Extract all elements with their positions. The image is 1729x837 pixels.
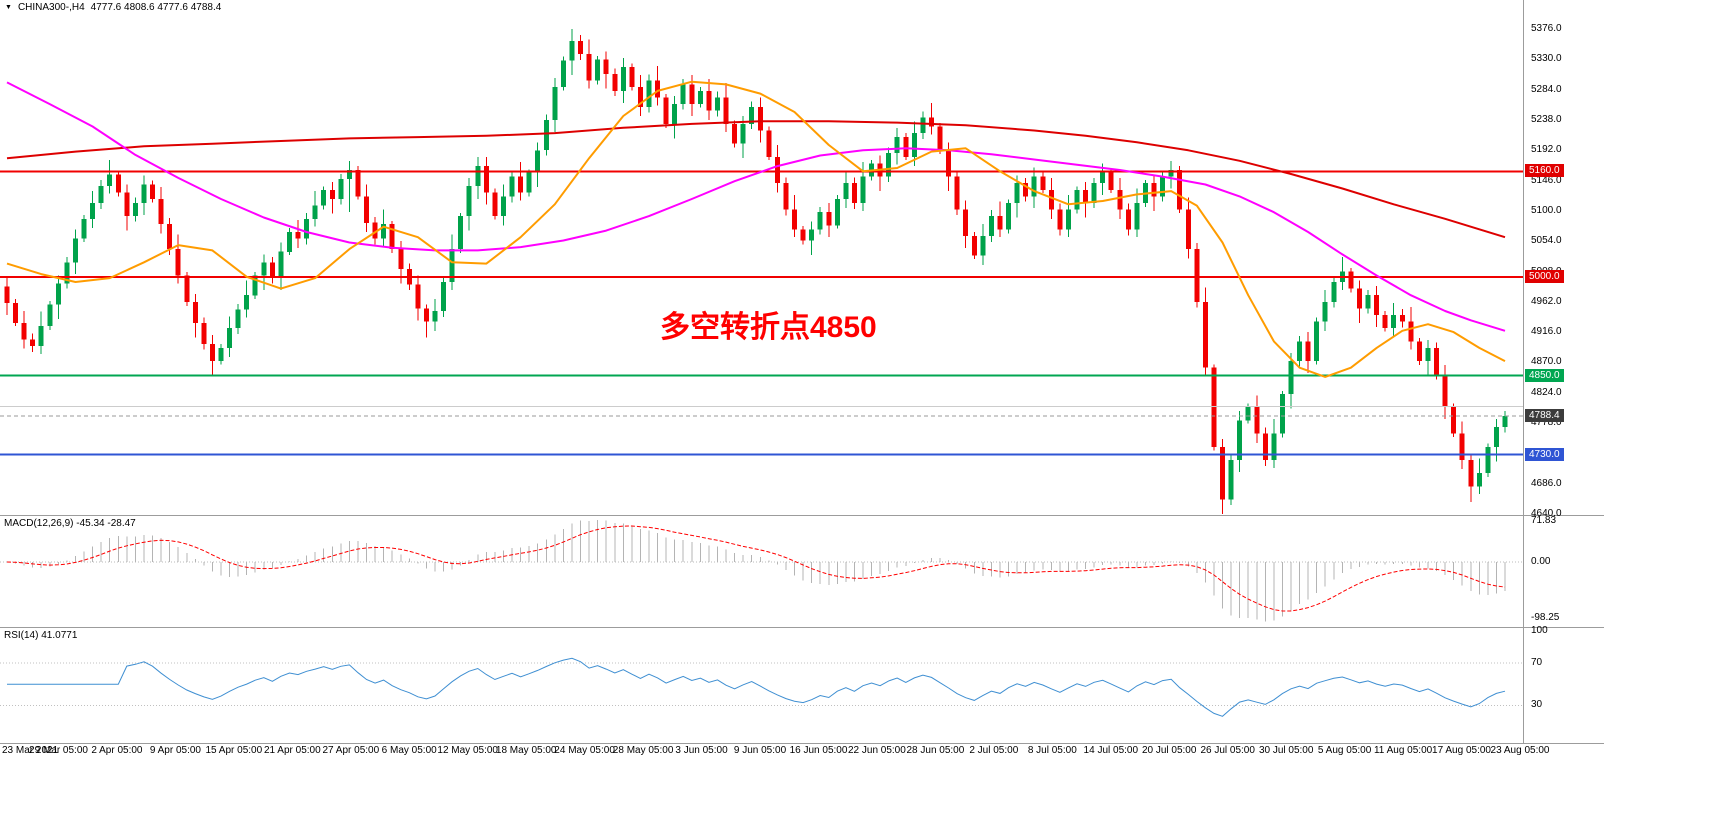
time-axis-label: 18 May 05:00 (495, 745, 557, 756)
time-axis-label: 17 Aug 05:00 (1432, 745, 1491, 756)
time-axis-label: 29 Mar 05:00 (29, 745, 88, 756)
time-axis-label: 28 May 05:00 (612, 745, 674, 756)
time-axis-label: 24 May 05:00 (554, 745, 615, 756)
ohlc-values: 4777.6 4808.6 4777.6 4788.4 (90, 2, 222, 13)
time-axis-label: 30 Jul 05:00 (1258, 745, 1314, 756)
price-axis-label: 4916.0 (1531, 326, 1562, 337)
time-axis-label: 14 Jul 05:00 (1083, 745, 1139, 756)
rsi-indicator-label: RSI(14) 41.0771 (4, 630, 78, 641)
macd-pane[interactable] (0, 516, 1523, 627)
level-price-tag-5160.0: 5160.0 (1525, 164, 1564, 177)
price-axis-label: 5146.0 (1531, 175, 1562, 186)
macd-histogram (15, 519, 1506, 622)
time-axis-label: 15 Apr 05:00 (205, 745, 263, 756)
macd-indicator-label: MACD(12,26,9) -45.34 -28.47 (4, 518, 136, 529)
chart-annotation: 多空转折点4850 (660, 311, 877, 344)
time-axis-label: 9 Apr 05:00 (149, 745, 201, 756)
price-axis-label: 4778.0 (1531, 417, 1562, 428)
macd-signal-line (6, 525, 1506, 612)
price-axis-label: 5284.0 (1531, 84, 1562, 95)
time-axis-label: 28 Jun 05:00 (906, 745, 965, 756)
symbol-timeframe: CHINA300-,H4 (17, 2, 85, 13)
rsi-pane[interactable] (0, 628, 1523, 743)
level-price-tag-5000.0: 5000.0 (1525, 270, 1564, 283)
price-scale[interactable]: 5376.0 5330.0 5284.0 5238.0 5192.0 5146.0 5100… (1524, 0, 1604, 762)
time-axis-label: 8 Jul 05:00 (1027, 745, 1077, 756)
rsi-axis-label: 70 (1531, 657, 1543, 668)
time-axis-label: 3 Jun 05:00 (675, 745, 728, 756)
price-axis-label: 5192.0 (1531, 144, 1562, 155)
time-axis-label: 9 Jun 05:00 (733, 745, 787, 756)
level-price-tag-4850.0: 4850.0 (1525, 369, 1564, 382)
main-chart[interactable] (0, 0, 1523, 515)
expand-icon[interactable]: ▼ (5, 3, 12, 11)
macd-axis-label: -98.25 (1531, 612, 1560, 623)
time-axis-label: 23 Mar 2021 (2, 745, 59, 756)
price-axis-label: 5376.0 (1531, 23, 1562, 34)
macd-axis-label: 0.00 (1531, 556, 1551, 567)
price-axis-label: 5054.0 (1531, 235, 1562, 246)
time-axis-label: 21 Apr 05:00 (263, 745, 321, 756)
price-axis-label: 5238.0 (1531, 114, 1562, 125)
ohlc-info-bar: ▼ CHINA300-,H4 4777.6 4808.6 4777.6 4788… (5, 2, 221, 13)
level-price-tag-4730.0: 4730.0 (1525, 448, 1564, 461)
rsi-axis-label: 100 (1531, 625, 1548, 636)
time-axis-label: 2 Apr 05:00 (91, 745, 143, 756)
time-axis-label: 20 Jul 05:00 (1141, 745, 1197, 756)
macd-axis-label: 71.83 (1531, 515, 1557, 526)
price-axis-label: 4686.0 (1531, 478, 1562, 489)
time-axis-separator (0, 743, 1604, 744)
panel-separator-rsi[interactable] (0, 627, 1604, 628)
time-axis-label: 22 Jun 05:00 (847, 745, 906, 756)
price-axis-label: 4870.0 (1531, 356, 1562, 367)
time-axis[interactable]: 23 Mar 2021 29 Mar 05:00 2 Apr 05:00 9 Apr … (0, 745, 1604, 759)
candles-group (4, 29, 1508, 514)
time-axis-label: 26 Jul 05:00 (1200, 745, 1255, 756)
price-scale-border (1523, 0, 1524, 743)
price-axis-label: 5100.0 (1531, 205, 1562, 216)
time-axis-label: 2 Jul 05:00 (969, 745, 1019, 756)
price-axis-label: 4640.0 (1531, 508, 1562, 519)
time-axis-label: 6 May 05:00 (381, 745, 437, 756)
time-axis-label: 12 May 05:00 (437, 745, 498, 756)
ma-mid-magenta (6, 81, 1506, 332)
time-axis-label: 27 Apr 05:00 (322, 745, 380, 756)
panel-separator-macd[interactable] (0, 515, 1604, 516)
time-axis-label: 11 Aug 05:00 (1373, 745, 1433, 756)
ma-fast-orange (6, 80, 1506, 378)
rsi-line (7, 657, 1506, 717)
price-axis-label: 5330.0 (1531, 53, 1562, 64)
price-axis-label: 4962.0 (1531, 296, 1562, 307)
time-axis-label: 16 Jun 05:00 (789, 745, 848, 756)
time-axis-label: 5 Aug 05:00 (1317, 745, 1372, 756)
ma-slow-red (6, 120, 1506, 239)
price-axis-label: 4824.0 (1531, 387, 1562, 398)
rsi-axis-label: 30 (1531, 699, 1543, 710)
current-price-tag: 4788.4 (1525, 409, 1564, 422)
time-axis-label: 23 Aug 05:00 (1490, 745, 1550, 756)
